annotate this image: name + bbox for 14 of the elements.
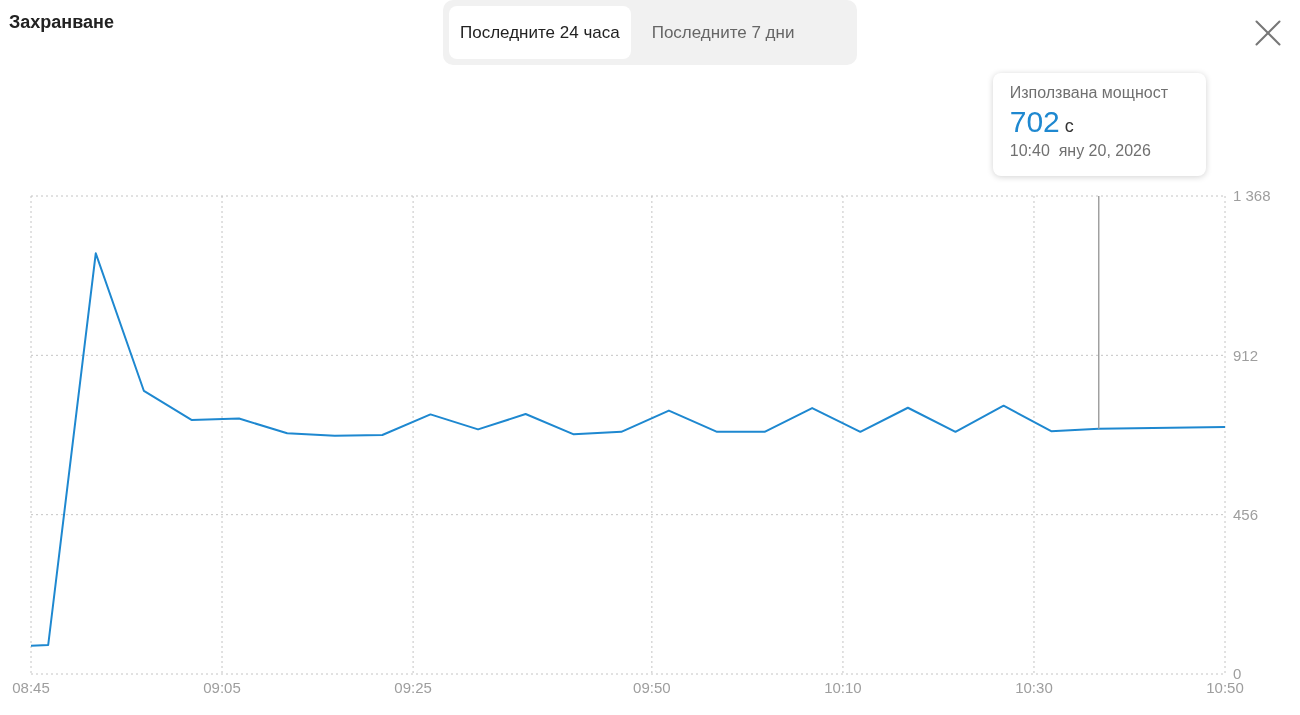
x-tick-label: 09:25 <box>394 678 432 696</box>
selected-tab: Последните 24 часа <box>449 6 631 59</box>
x-tick-label: 09:05 <box>203 678 241 696</box>
x-tick-label: 08:45 <box>12 678 50 696</box>
x-tick-label: 10:10 <box>824 678 862 696</box>
segmented-control: Последните 24 часа Последните 7 дни <box>443 0 857 65</box>
y-tick-label: 456 <box>1233 505 1259 523</box>
line-series <box>31 252 1225 647</box>
x-tick-label: 10:30 <box>1015 678 1053 696</box>
tooltip-card: Използвана мощност 702 с 10:40 яну 20, 2026 <box>992 73 1206 176</box>
chart-title: Захранване <box>9 12 114 33</box>
y-tick-label: 912 <box>1233 346 1259 364</box>
x-tick-label: 09:50 <box>633 678 671 696</box>
y-tick-label: 1 368 <box>1233 187 1271 205</box>
